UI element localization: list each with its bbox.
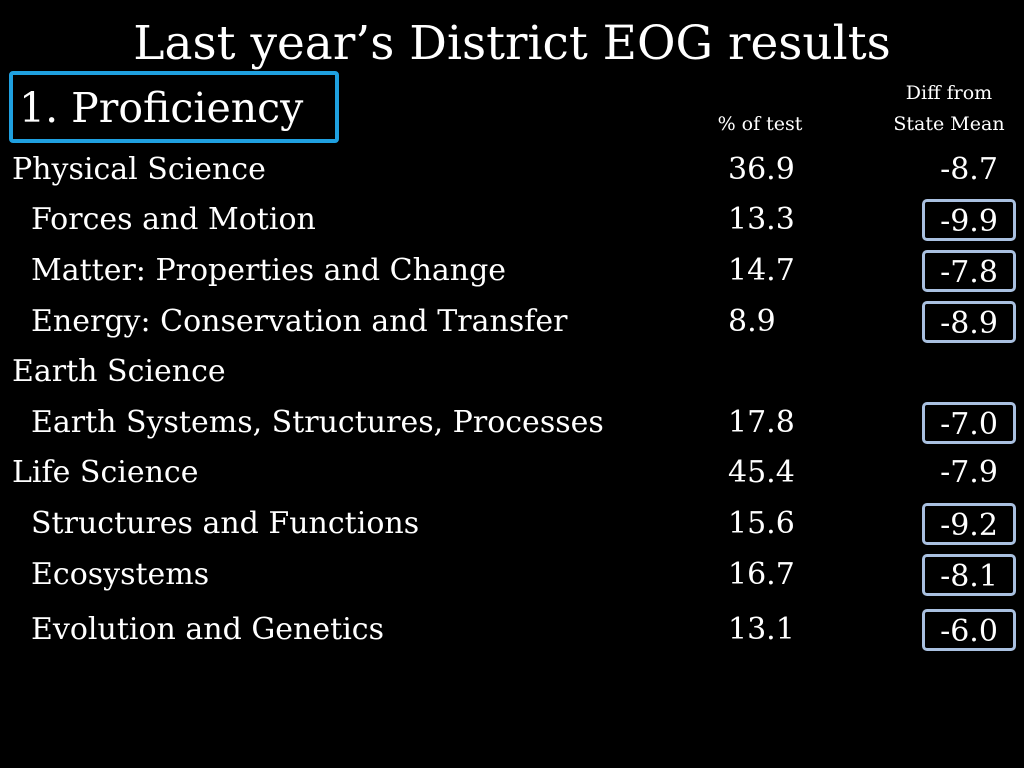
row-diff [922, 347, 1016, 397]
row-pct: 8.9 [728, 304, 776, 339]
row-name: Forces and Motion [31, 202, 316, 237]
row-pct: 15.6 [728, 506, 795, 541]
row-pct: 14.7 [728, 253, 795, 288]
row-diff: -7.9 [940, 455, 998, 490]
slide-title: Last year’s District EOG results [133, 16, 891, 71]
row-diff-boxed: -7.8 [922, 250, 1016, 292]
row-name: Life Science [12, 455, 199, 490]
section-label: 1. Proficiency [19, 84, 304, 132]
table-row: Evolution and Genetics 13.1 -6.0 [0, 605, 1024, 655]
row-name: Structures and Functions [31, 506, 420, 541]
table-row: Matter: Properties and Change 14.7 -7.8 [0, 246, 1024, 296]
pct-header-text: % of test [717, 113, 803, 135]
diff-header-line2: State Mean [893, 113, 1005, 135]
row-name: Earth Science [12, 354, 226, 389]
table-row: Life Science 45.4 -7.9 [0, 448, 1024, 498]
row-name: Earth Systems, Structures, Processes [31, 405, 604, 440]
row-pct: 45.4 [728, 455, 795, 490]
section-highlight-box [9, 71, 339, 143]
row-pct: 36.9 [728, 152, 795, 187]
row-diff-boxed: -8.1 [922, 554, 1016, 596]
row-diff: -8.7 [940, 152, 998, 187]
row-name: Ecosystems [31, 557, 210, 592]
row-pct: 16.7 [728, 557, 795, 592]
table-row: Forces and Motion 13.3 -9.9 [0, 195, 1024, 245]
row-diff-boxed: -6.0 [922, 609, 1016, 651]
row-diff-boxed: -9.9 [922, 199, 1016, 241]
row-pct: 13.3 [728, 202, 795, 237]
row-diff-boxed: -9.2 [922, 503, 1016, 545]
pct-column-header: % of test [700, 109, 820, 140]
table-row: Physical Science 36.9 -8.7 [0, 145, 1024, 195]
row-name: Physical Science [12, 152, 266, 187]
row-name: Energy: Conservation and Transfer [31, 304, 568, 339]
table-row: Ecosystems 16.7 -8.1 [0, 550, 1024, 600]
row-diff-boxed: -8.9 [922, 301, 1016, 343]
table-row: Earth Science [0, 347, 1024, 397]
row-name: Evolution and Genetics [31, 612, 384, 647]
row-name: Matter: Properties and Change [31, 253, 507, 288]
row-pct: 13.1 [728, 612, 795, 647]
table-row: Energy: Conservation and Transfer 8.9 -8… [0, 297, 1024, 347]
diff-column-header: Diff from State Mean [876, 78, 1022, 140]
table-row: Structures and Functions 15.6 -9.2 [0, 499, 1024, 549]
row-pct: 17.8 [728, 405, 795, 440]
diff-header-line1: Diff from [905, 82, 993, 104]
row-diff-boxed: -7.0 [922, 402, 1016, 444]
table-row: Earth Systems, Structures, Processes 17.… [0, 398, 1024, 448]
